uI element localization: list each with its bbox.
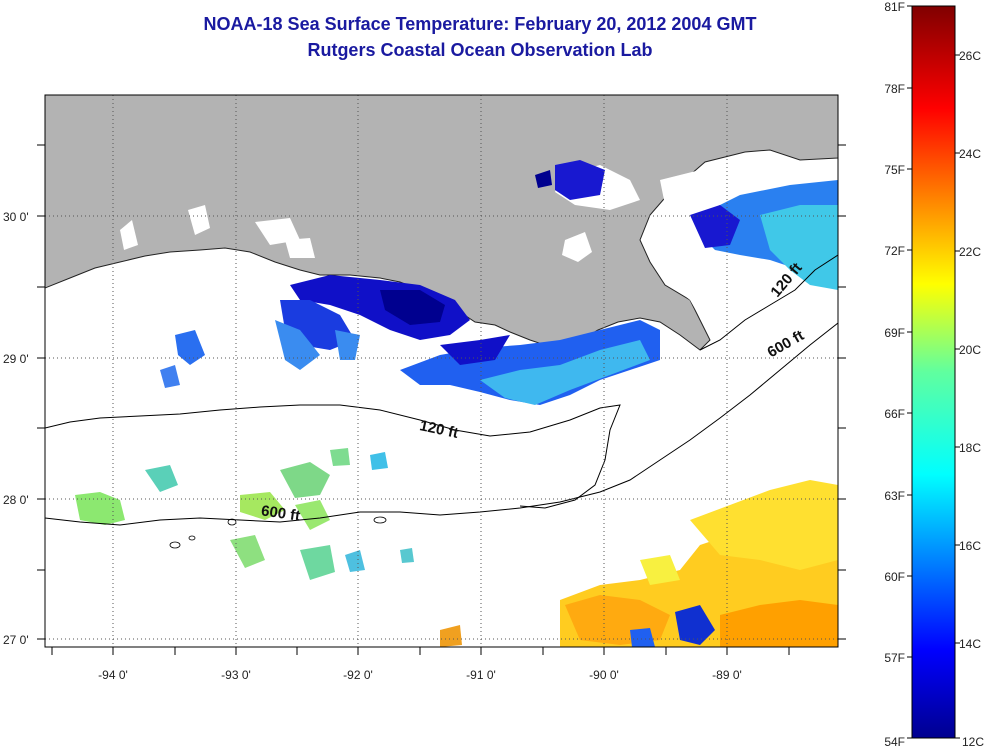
contour-120ft-east bbox=[699, 254, 838, 351]
lon-label-94: -94 0' bbox=[98, 668, 128, 682]
lon-label-90: -90 0' bbox=[589, 668, 619, 682]
lat-label-28: 28 0' bbox=[3, 493, 29, 507]
colorbar-f-label: 69F bbox=[884, 326, 905, 340]
colorbar-f-label: 57F bbox=[884, 651, 905, 665]
colorbar-c-label: 16C bbox=[959, 539, 981, 553]
colorbar-c-label: 24C bbox=[959, 147, 981, 161]
colorbar-f-label: 54F bbox=[884, 735, 905, 749]
sst-data bbox=[75, 160, 838, 647]
cloud-patch bbox=[120, 220, 138, 250]
colorbar-c-label: 14C bbox=[959, 637, 981, 651]
map-subtitle: Rutgers Coastal Ocean Observation Lab bbox=[307, 40, 653, 60]
colorbar bbox=[911, 5, 956, 739]
contour-120ft-mid bbox=[45, 404, 621, 509]
graticule bbox=[45, 95, 838, 647]
colorbar-f-label: 63F bbox=[884, 489, 905, 503]
lon-label-91: -91 0' bbox=[466, 668, 496, 682]
cloud-patch bbox=[188, 205, 210, 235]
cloud-patch bbox=[285, 238, 315, 258]
lon-label-92: -92 0' bbox=[343, 668, 373, 682]
colorbar-f-label: 78F bbox=[884, 82, 905, 96]
colorbar-c-label: 20C bbox=[959, 343, 981, 357]
colorbar-ticks bbox=[907, 5, 960, 739]
colorbar-f-label: 60F bbox=[884, 570, 905, 584]
axis-ticks bbox=[37, 144, 846, 655]
contour-label-600ft-low: 600 ft bbox=[260, 502, 301, 524]
map-frame bbox=[44, 94, 839, 648]
map-title: NOAA-18 Sea Surface Temperature: Februar… bbox=[203, 14, 757, 34]
cloud-patch bbox=[562, 232, 592, 262]
cloud-patch bbox=[255, 218, 300, 245]
colorbar-f-label: 66F bbox=[884, 407, 905, 421]
cloud-patch bbox=[650, 245, 760, 335]
colorbar-c-label: 18C bbox=[959, 441, 981, 455]
colorbar-f-label: 81F bbox=[884, 0, 905, 14]
lon-label-89: -89 0' bbox=[712, 668, 742, 682]
lat-label-27: 27 0' bbox=[3, 633, 29, 647]
lat-label-30: 30 0' bbox=[3, 210, 29, 224]
lon-label-93: -93 0' bbox=[221, 668, 251, 682]
colorbar-f-label: 72F bbox=[884, 244, 905, 258]
colorbar-c-label: 12C bbox=[962, 735, 984, 749]
contour-600ft-low bbox=[45, 322, 838, 526]
colorbar-c-label: 22C bbox=[959, 245, 981, 259]
colorbar-c-label: 26C bbox=[959, 49, 981, 63]
lat-label-29: 29 0' bbox=[3, 352, 29, 366]
colorbar-f-label: 75F bbox=[884, 163, 905, 177]
